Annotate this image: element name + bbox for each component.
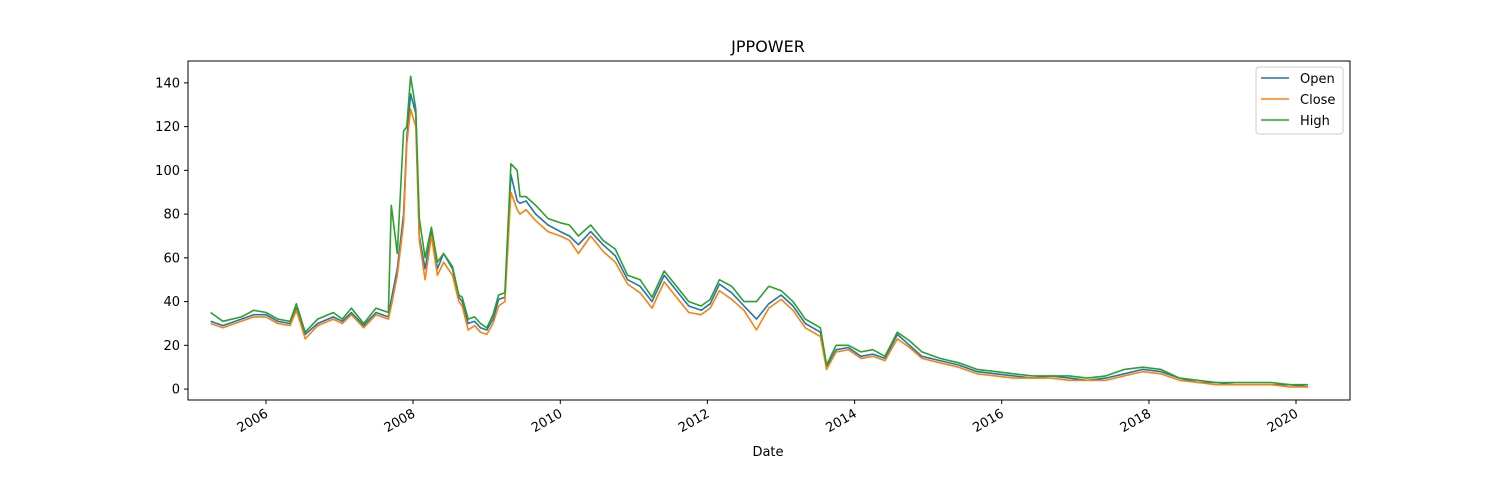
series-line-high: [210, 75, 1309, 386]
y-tick-label: 100: [155, 164, 180, 179]
x-axis-title: Date: [752, 445, 783, 460]
series-line-close: [210, 108, 1309, 388]
plot-frame: [187, 60, 1351, 401]
legend: Open Close High: [1255, 66, 1344, 135]
y-axis: 0 20 40 60 80 100 120 140: [155, 76, 188, 398]
series-layer: [210, 75, 1309, 388]
series-line-open: [210, 93, 1309, 388]
y-tick-label: 120: [155, 120, 180, 135]
legend-label-close: Close: [1300, 93, 1335, 108]
y-tick-label: 0: [172, 383, 180, 398]
y-tick-label: 60: [163, 251, 180, 266]
chart-title: JPPOWER: [730, 37, 805, 56]
legend-box: [1255, 66, 1344, 135]
legend-label-high: High: [1300, 114, 1330, 129]
y-tick-label: 140: [155, 76, 180, 91]
y-tick-label: 80: [163, 208, 180, 223]
y-tick-label: 20: [163, 339, 180, 354]
legend-label-open: Open: [1300, 72, 1335, 87]
y-tick-label: 40: [163, 295, 180, 310]
